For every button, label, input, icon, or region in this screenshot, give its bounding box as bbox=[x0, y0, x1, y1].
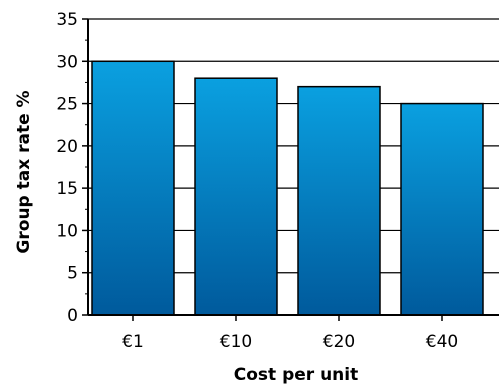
y-tick-label: 15 bbox=[56, 179, 78, 199]
bar bbox=[91, 60, 175, 316]
x-tick-label: €40 bbox=[426, 332, 458, 352]
x-axis-title: Cost per unit bbox=[234, 365, 358, 385]
bar bbox=[194, 77, 278, 316]
bars bbox=[91, 60, 484, 316]
y-tick-label: 30 bbox=[56, 52, 78, 72]
bar bbox=[297, 85, 381, 316]
axes bbox=[82, 18, 499, 321]
y-tick-label: 0 bbox=[67, 306, 78, 326]
y-axis-title: Group tax rate % bbox=[14, 90, 34, 253]
bar bbox=[400, 102, 484, 316]
y-tick-label: 10 bbox=[56, 221, 78, 241]
y-tick-label: 5 bbox=[67, 264, 78, 284]
y-tick-label: 25 bbox=[56, 95, 78, 115]
x-tick-label: €1 bbox=[122, 332, 144, 352]
tick-labels: 0 5 10 15 20 25 30 35 €1 €10 €20 €40 bbox=[56, 10, 458, 352]
y-tick-label: 20 bbox=[56, 137, 78, 157]
x-tick-label: €20 bbox=[323, 332, 355, 352]
x-tick-label: €10 bbox=[220, 332, 252, 352]
y-tick-label: 35 bbox=[56, 10, 78, 30]
